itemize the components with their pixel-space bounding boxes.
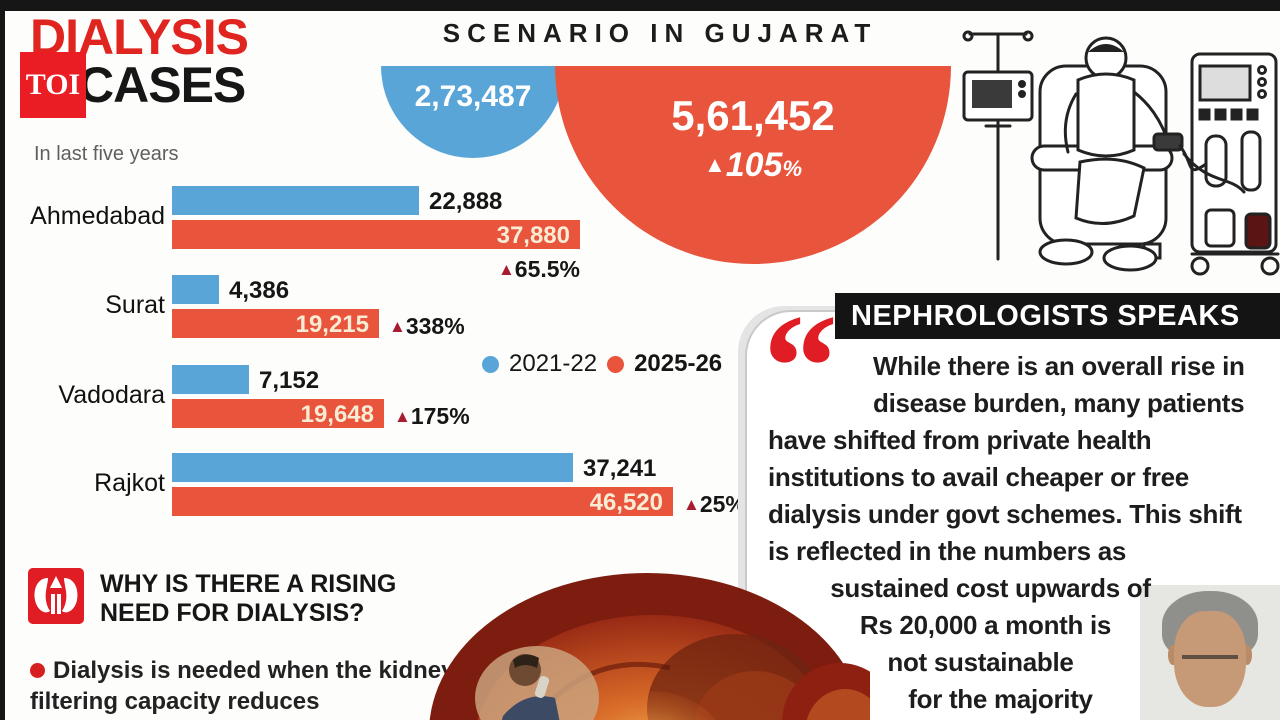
overall-change-pct-sign: % [782, 156, 803, 181]
bar-2025-vadodara [172, 399, 384, 428]
doctor-ear [1242, 645, 1252, 665]
kidney-cross-section-image [429, 573, 870, 720]
quote-line-3: institutions to avail cheaper or free [768, 462, 1189, 492]
bullet-dot-icon [30, 663, 45, 678]
overall-change: ▲105% [555, 146, 951, 185]
legend-label-2021: 2021-22 [509, 350, 598, 377]
legend-dot-2021 [482, 355, 499, 373]
value-2025-ahmedabad: 37,880 [496, 222, 570, 249]
toi-logo-text: TOI [25, 68, 81, 101]
bar-2025-surat [172, 309, 379, 338]
category-label-ahmedabad: Ahmedabad [30, 202, 165, 230]
doctor-face [1174, 611, 1246, 707]
nephrologists-banner: NEPHROLOGISTS SPEAKS [835, 293, 1280, 339]
value-2021-surat: 4,386 [229, 277, 290, 304]
pct-change-surat: ▲338% [389, 313, 465, 339]
category-label-vadodara: Vadodara [58, 381, 165, 409]
quote-line-4: dialysis under govt schemes. This shift [768, 499, 1242, 529]
value-2025-surat: 19,215 [295, 311, 369, 338]
quote-line-9: for the majority [908, 684, 1093, 714]
quote-line-6: sustained cost upwards of [830, 573, 1151, 603]
why-bullet-paragraph: Dialysis is needed when the kidney’s fil… [30, 655, 490, 717]
top-border-strip [0, 0, 1280, 11]
category-label-rajkot: Rajkot [94, 469, 165, 497]
why-heading-line-1: WHY IS THERE A RISING [100, 570, 397, 598]
pct-change-ahmedabad: ▲65.5% [497, 256, 580, 282]
total-2021-value: 2,73,487 [414, 80, 532, 113]
pct-change-rajkot: ▲25% [683, 491, 746, 517]
value-2021-rajkot: 37,241 [583, 455, 657, 482]
bar-2021-vadodara [172, 365, 249, 394]
up-triangle-icon: ▲ [703, 152, 726, 177]
value-2021-ahmedabad: 22,888 [429, 188, 503, 215]
why-heading: WHY IS THERE A RISING NEED FOR DIALYSIS? [100, 570, 396, 628]
bar-2021-ahmedabad [172, 186, 419, 215]
value-2025-vadodara: 19,648 [300, 401, 374, 428]
bar-2025-rajkot [172, 487, 673, 516]
pct-change-vadodara: ▲175% [394, 403, 470, 429]
nephrologists-banner-text: NEPHROLOGISTS SPEAKS [851, 299, 1240, 332]
legend-dot-2025 [607, 355, 625, 373]
doctor-photo [1140, 585, 1280, 720]
quote-mark-icon: “ [763, 284, 838, 450]
subtitle: In last five years [34, 143, 179, 165]
category-label-surat: Surat [105, 291, 165, 319]
left-border-strip [0, 11, 5, 720]
bar-2021-rajkot [172, 453, 573, 482]
scenario-heading: SCENARIO IN GUJARAT [442, 18, 878, 48]
overall-change-value: 105 [725, 146, 783, 184]
bar-2021-surat [172, 275, 219, 304]
quote-line-2: have shifted from private health [768, 425, 1152, 455]
quote-line-5: is reflected in the numbers as [768, 536, 1127, 566]
bar-chart: Ahmedabad 22,888 37,880 ▲65.5% Surat 4,386 19,… [0, 0, 760, 560]
doctor-glasses [1182, 643, 1238, 659]
toi-logo: TOI [20, 52, 86, 118]
bar-2025-ahmedabad [172, 220, 580, 249]
chart-legend: 2021-22 2025-26 [482, 350, 722, 378]
value-2025-rajkot: 46,520 [589, 489, 663, 516]
dialysis-patient-illustration [962, 30, 1280, 276]
quote-line-8: not sustainable [887, 647, 1074, 677]
person-drinking-inset [475, 646, 599, 720]
quote-line-7: Rs 20,000 a month is [859, 610, 1112, 640]
doctor-ear [1168, 645, 1178, 665]
legend-label-2025: 2025-26 [634, 350, 723, 377]
quote-line-0: While there is an overall rise in [873, 351, 1245, 381]
total-2025-value: 5,61,452 [671, 92, 835, 139]
kidney-icon [28, 568, 84, 624]
title-line-2: CASES [78, 57, 246, 113]
quote-text: While there is an overall rise in disease… [768, 348, 1273, 720]
why-bullet-text: Dialysis is needed when the kidney’s fil… [30, 657, 474, 715]
quote-line-1: disease burden, many patients [873, 388, 1245, 418]
why-heading-line-2: NEED FOR DIALYSIS? [100, 599, 365, 627]
value-2021-vadodara: 7,152 [259, 367, 320, 394]
